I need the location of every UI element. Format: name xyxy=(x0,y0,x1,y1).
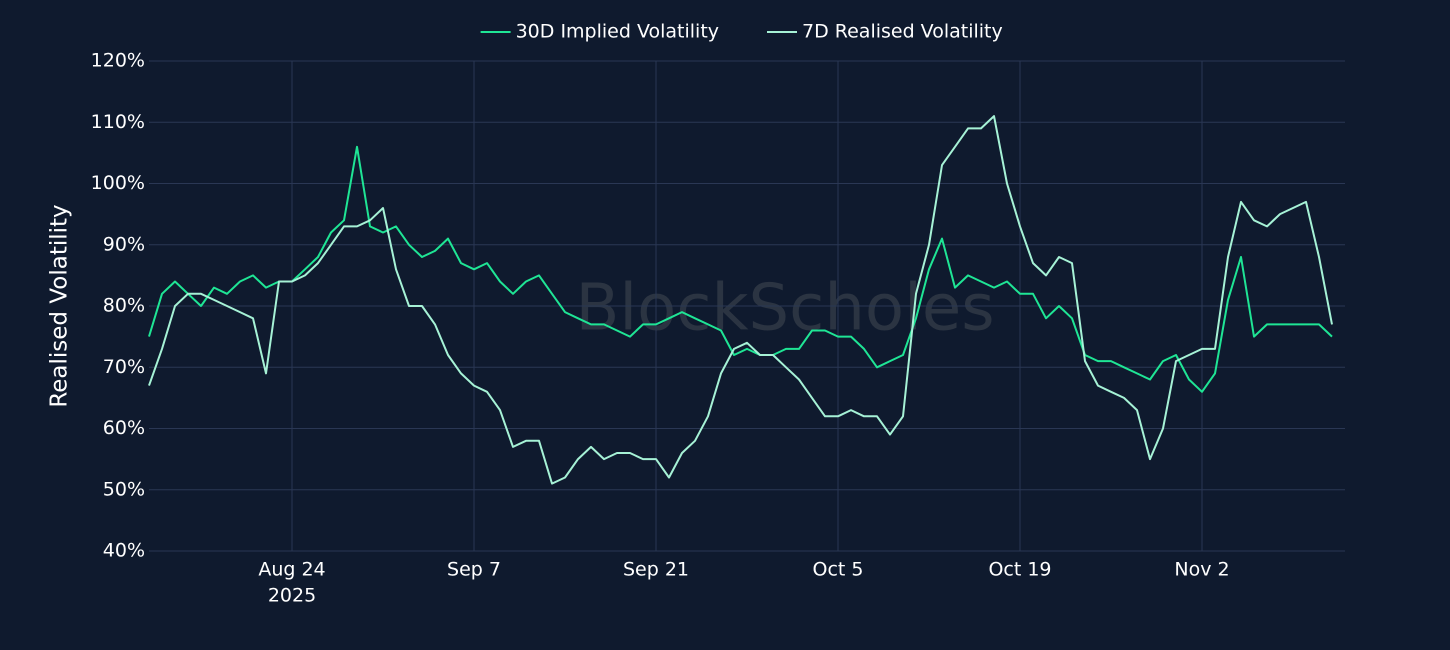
watermark: BlockScholes xyxy=(575,272,994,346)
legend-label: 7D Realised Volatility xyxy=(802,21,1003,43)
x-tick-label: Oct 5 xyxy=(813,559,864,581)
y-tick-label: 50% xyxy=(103,478,145,500)
grid xyxy=(149,60,1345,552)
x-tick-year: 2025 xyxy=(268,585,316,607)
y-axis-title: Realised Volatility xyxy=(47,204,73,407)
legend: 30D Implied Volatility 7D Realised Volati… xyxy=(480,21,1003,43)
y-tick-label: 40% xyxy=(103,540,145,562)
x-tick-label: Sep 21 xyxy=(623,559,689,581)
y-tick-label: 80% xyxy=(103,295,145,317)
x-tick-label: Aug 24 xyxy=(258,559,325,581)
series-line xyxy=(148,145,1333,393)
y-tick-label: 90% xyxy=(103,233,145,255)
y-tick-label: 60% xyxy=(103,417,145,439)
y-tick-label: 120% xyxy=(91,50,145,72)
x-tick-label: Oct 19 xyxy=(988,559,1051,581)
y-tick-label: 100% xyxy=(91,172,145,194)
x-tick-label: Sep 7 xyxy=(447,559,501,581)
legend-label: 30D Implied Volatility xyxy=(516,21,719,43)
y-tick-label: 70% xyxy=(103,356,145,378)
y-tick-label: 110% xyxy=(91,111,145,133)
x-tick-label: Nov 2 xyxy=(1174,559,1229,581)
series-line xyxy=(148,115,1333,485)
